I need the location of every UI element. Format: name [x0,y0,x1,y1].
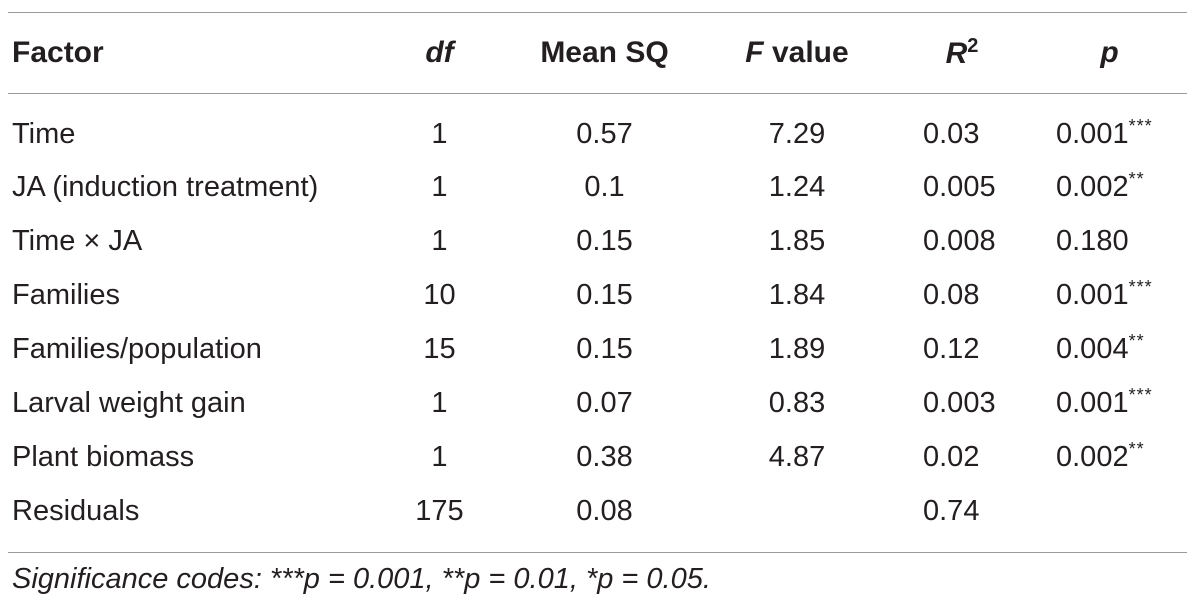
cell-factor: Larval weight gain [12,386,246,419]
cell-df: 10 [423,278,456,311]
table-row: Families/population 15 0.15 1.89 0.12 0.… [12,322,1187,376]
p-value: 0.001 [1056,117,1129,150]
cell-mean-sq: 0.1 [584,170,625,203]
header-factor: Factor [12,36,104,69]
cell-r2: 0.02 [923,440,980,473]
p-value: 0.004 [1056,332,1129,365]
cell-factor: Families/population [12,332,262,365]
header-r2-superscript: 2 [967,35,979,57]
significance-stars: ** [1128,330,1145,351]
cell-factor: Plant biomass [12,440,195,473]
cell-mean-sq: 0.15 [576,332,633,365]
cell-factor: Families [12,278,120,311]
header-f-value: F value [702,12,892,94]
table-row: JA (induction treatment) 1 0.1 1.24 0.00… [12,160,1187,214]
cell-f-value: 7.29 [768,117,826,150]
cell-factor: Residuals [12,494,140,527]
cell-df: 1 [431,117,448,150]
significance-stars: ** [1128,438,1145,459]
cell-r2: 0.003 [923,386,996,419]
cell-mean-sq: 0.15 [576,224,633,257]
significance-stars: *** [1128,384,1153,405]
cell-df: 15 [423,332,456,365]
significance-footnote: Significance codes: ***p = 0.001, **p = … [12,563,711,595]
cell-r2: 0.03 [923,117,980,150]
cell-p: 0.180 [1032,214,1187,268]
cell-p: 0.001*** [1032,376,1187,430]
cell-r2: 0.005 [923,170,996,203]
cell-factor: Time × JA [12,224,143,257]
cell-r2: 0.12 [923,332,980,365]
cell-mean-sq: 0.38 [576,440,633,473]
cell-p: 0.002** [1032,160,1187,214]
table-row: Larval weight gain 1 0.07 0.83 0.003 0.0… [12,376,1187,430]
p-value: 0.001 [1056,278,1129,311]
cell-mean-sq: 0.07 [576,386,633,419]
table-header-row: Factor df Mean SQ F value R2 p [12,12,1187,94]
table-row: Time 1 0.57 7.29 0.03 0.001*** [12,94,1187,160]
table-header-rule [8,93,1187,94]
cell-r2: 0.08 [923,278,980,311]
cell-f-value: 4.87 [768,440,826,473]
header-mean-sq: Mean SQ [540,36,669,69]
header-r2-symbol: R [945,37,968,70]
cell-df: 1 [431,170,448,203]
cell-mean-sq: 0.57 [576,117,633,150]
p-value: 0.002 [1056,440,1129,473]
table-row: Residuals 175 0.08 0.74 [12,484,1187,538]
cell-df: 1 [431,386,448,419]
cell-f-value: 1.89 [768,332,826,365]
table-bottom-rule [8,552,1187,553]
table-row: Plant biomass 1 0.38 4.87 0.02 0.002** [12,430,1187,484]
cell-factor: JA (induction treatment) [12,170,319,203]
cell-factor: Time [12,117,76,150]
header-df: df [425,36,454,69]
cell-f-value: 1.85 [768,224,826,257]
header-f-value-symbol: F [745,36,764,69]
cell-p: 0.002** [1032,430,1187,484]
cell-f-value [702,484,892,538]
cell-p: 0.001*** [1032,268,1187,322]
table-row: Families 10 0.15 1.84 0.08 0.001*** [12,268,1187,322]
cell-df: 1 [431,224,448,257]
p-value: 0.002 [1056,170,1129,203]
cell-f-value: 1.84 [768,278,826,311]
p-value: 0.001 [1056,386,1129,419]
header-p: p [1100,36,1119,69]
header-r2: R2 [892,12,1032,94]
table-top-rule [8,12,1187,13]
p-value: 0.180 [1056,224,1129,257]
cell-df: 1 [431,440,448,473]
cell-df: 175 [415,494,464,527]
cell-mean-sq: 0.15 [576,278,633,311]
cell-f-value: 0.83 [768,386,826,419]
anova-table: Factor df Mean SQ F value R2 p Time 1 0.… [12,12,1187,538]
header-f-value-label: value [763,36,849,69]
significance-stars: *** [1128,115,1153,136]
significance-stars: *** [1128,276,1153,297]
table-row: Time × JA 1 0.15 1.85 0.008 0.180 [12,214,1187,268]
cell-p [1032,484,1187,538]
cell-p: 0.001*** [1032,94,1187,160]
cell-r2: 0.74 [923,494,980,527]
significance-stars: ** [1128,168,1145,189]
cell-p: 0.004** [1032,322,1187,376]
cell-r2: 0.008 [923,224,996,257]
cell-f-value: 1.24 [768,170,826,203]
cell-mean-sq: 0.08 [576,494,633,527]
